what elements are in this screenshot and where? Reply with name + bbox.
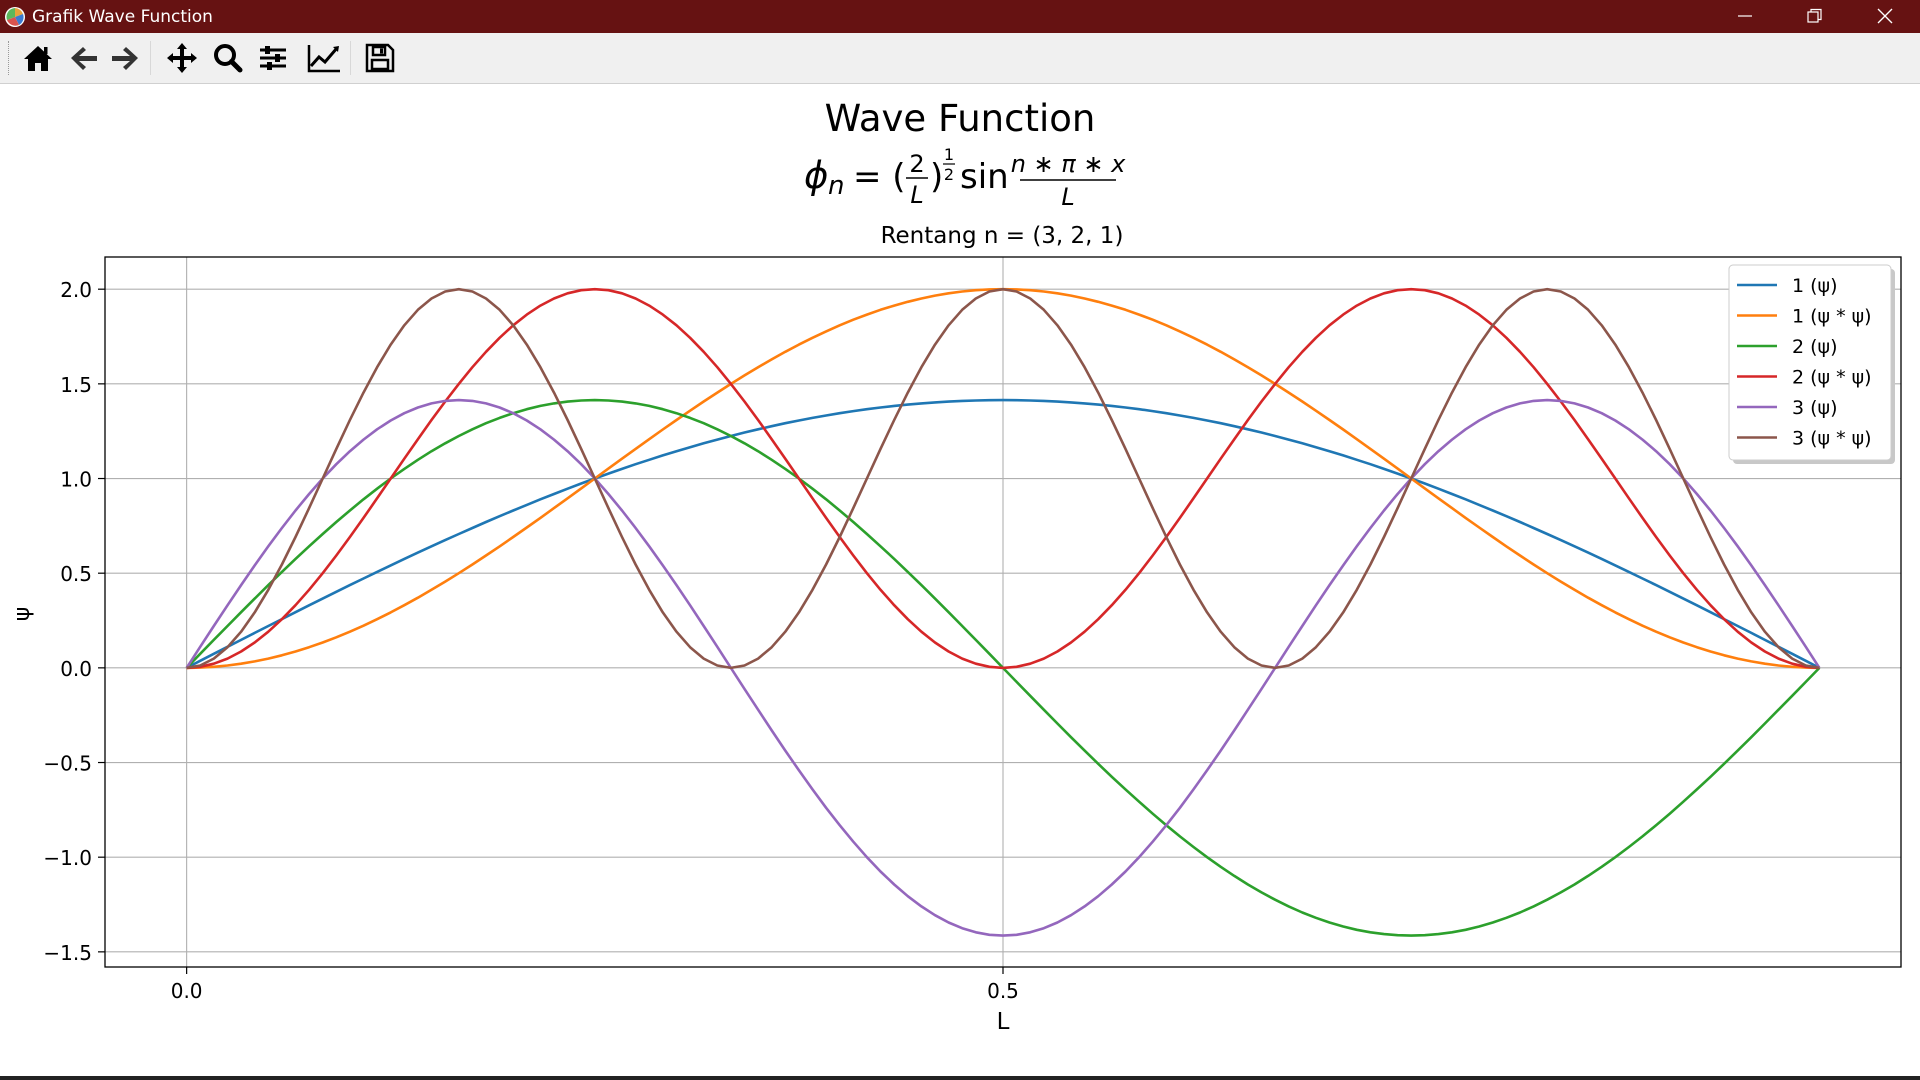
grid-lines (105, 257, 1901, 967)
figure-canvas[interactable]: Wave Function ϕ n = ( 2 L ) 1 2 sin n ∗ … (0, 84, 1920, 1076)
home-icon (24, 46, 52, 71)
figure-svg: Wave Function ϕ n = ( 2 L ) 1 2 sin n ∗ … (10, 97, 1902, 1035)
formula-sub: n (828, 171, 844, 201)
series-line-2-psi_squared (186, 287, 1820, 670)
series-line-3-psi_squared (186, 287, 1820, 670)
zoom-button[interactable] (208, 40, 248, 76)
sliders-icon (260, 46, 286, 70)
app-logo-icon (5, 7, 25, 27)
toolbar-separator (350, 41, 351, 75)
legend-label: 3 (ψ) (1792, 397, 1838, 419)
line-chart-icon (307, 45, 340, 73)
y-tick-label: 0.0 (60, 657, 92, 681)
window-title: Grafik Wave Function (32, 7, 213, 27)
legend-frame (1728, 264, 1892, 461)
y-tick-label: −1.5 (43, 941, 92, 965)
toolbar-separator (150, 41, 151, 75)
formula-close: ) (930, 157, 943, 197)
pan-button[interactable] (162, 40, 202, 76)
formula-phi: ϕ (804, 154, 828, 197)
y-axis-label: ψ (10, 607, 35, 622)
x-tick-label: 0.5 (987, 979, 1019, 1003)
close-icon (1877, 8, 1893, 24)
series-lines (185, 287, 1821, 937)
navigation-toolbar (0, 33, 1920, 84)
legend-label: 2 (ψ) (1792, 336, 1838, 358)
arrow-right-icon (112, 47, 138, 70)
y-tick-label: 1.5 (60, 373, 92, 397)
configure-subplots-button[interactable] (253, 40, 293, 76)
figure-title: Wave Function (825, 97, 1096, 140)
y-tick-label: 1.0 (60, 468, 92, 492)
formula: ϕ n = ( 2 L ) 1 2 sin n ∗ π ∗ x L (804, 145, 1126, 211)
formula-sin: sin (960, 157, 1009, 197)
y-tick-label: 2.0 (60, 278, 92, 302)
x-axis-label: L (997, 1009, 1010, 1035)
magnifier-icon (214, 44, 243, 73)
window-titlebar[interactable]: Grafik Wave Function (0, 0, 1920, 33)
series-line-1-psi (185, 398, 1821, 670)
formula-arg-num: n ∗ π ∗ x (1011, 150, 1126, 178)
y-tick-label: −0.5 (43, 752, 92, 776)
formula-frac-num: 2 (909, 150, 924, 178)
maximize-button[interactable] (1780, 0, 1850, 33)
back-button[interactable] (64, 40, 104, 76)
save-button[interactable] (360, 40, 400, 76)
arrow-left-icon (71, 47, 97, 70)
formula-arg-den: L (1061, 183, 1074, 211)
window-bottom-border (0, 1076, 1920, 1080)
edit-axis-button[interactable] (302, 40, 342, 76)
toolbar-grip[interactable] (8, 41, 12, 75)
move-icon (167, 43, 197, 73)
legend-label: 1 (ψ * ψ) (1792, 306, 1872, 328)
y-tick-label: 0.5 (60, 562, 92, 586)
chart-title: Rentang n = (3, 2, 1) (881, 223, 1124, 249)
forward-button[interactable] (105, 40, 145, 76)
legend-label: 2 (ψ * ψ) (1792, 367, 1872, 389)
floppy-disk-icon (365, 43, 395, 73)
formula-exp-num: 1 (944, 145, 954, 164)
series-line-3-psi (185, 398, 1821, 937)
formula-eq: = ( (853, 157, 906, 197)
close-button[interactable] (1850, 0, 1920, 33)
formula-frac-den: L (910, 181, 923, 209)
legend-label: 1 (ψ) (1792, 275, 1838, 297)
y-tick-label: −1.0 (43, 846, 92, 870)
tick-marks: −1.5 −1.0 −0.5 0.0 0.5 1.0 1.5 2.0 0.0 0.5 (43, 278, 1018, 1003)
minimize-icon (1738, 15, 1752, 17)
restore-icon (1807, 8, 1822, 23)
legend-label: 3 (ψ * ψ) (1792, 428, 1872, 450)
formula-exp-den: 2 (944, 165, 954, 184)
legend[interactable]: 1 (ψ) 1 (ψ * ψ) 2 (ψ) 2 (ψ * ψ) 3 (ψ) 3 (ψ * … (1728, 264, 1895, 464)
minimize-button[interactable] (1710, 0, 1780, 33)
x-tick-label: 0.0 (171, 979, 203, 1003)
home-button[interactable] (18, 40, 58, 76)
